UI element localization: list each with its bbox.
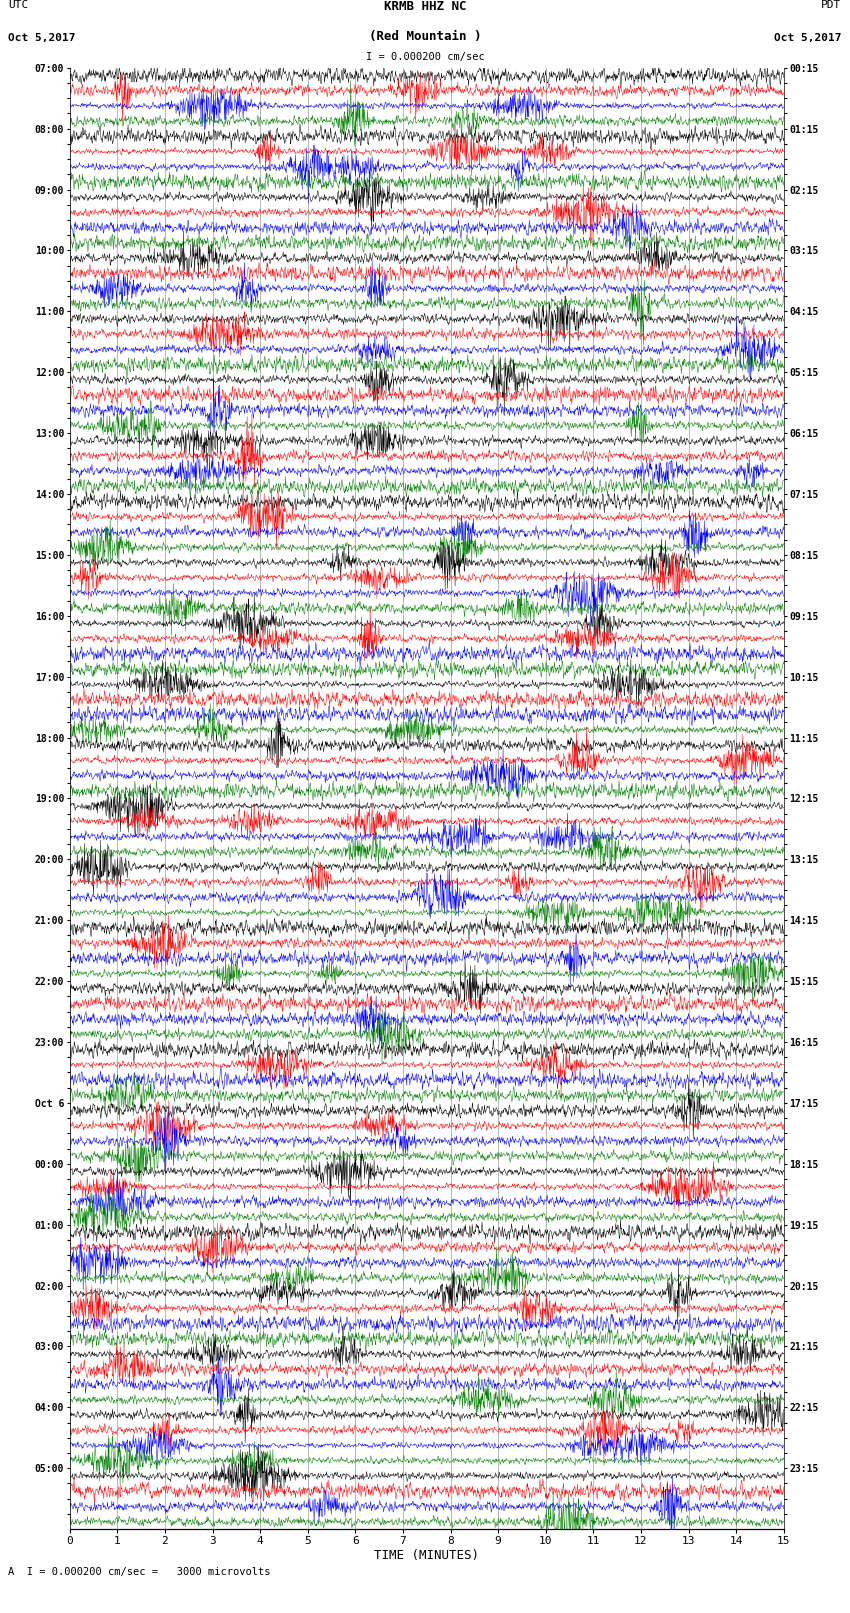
Text: I = 0.000200 cm/sec: I = 0.000200 cm/sec [366, 52, 484, 63]
Text: A  I = 0.000200 cm/sec =   3000 microvolts: A I = 0.000200 cm/sec = 3000 microvolts [8, 1566, 271, 1576]
Text: (Red Mountain ): (Red Mountain ) [369, 31, 481, 44]
Text: PDT: PDT [821, 0, 842, 10]
Text: KRMB HHZ NC: KRMB HHZ NC [383, 0, 467, 13]
X-axis label: TIME (MINUTES): TIME (MINUTES) [374, 1548, 479, 1561]
Text: UTC: UTC [8, 0, 29, 10]
Text: Oct 5,2017: Oct 5,2017 [774, 32, 842, 42]
Text: Oct 5,2017: Oct 5,2017 [8, 32, 76, 42]
